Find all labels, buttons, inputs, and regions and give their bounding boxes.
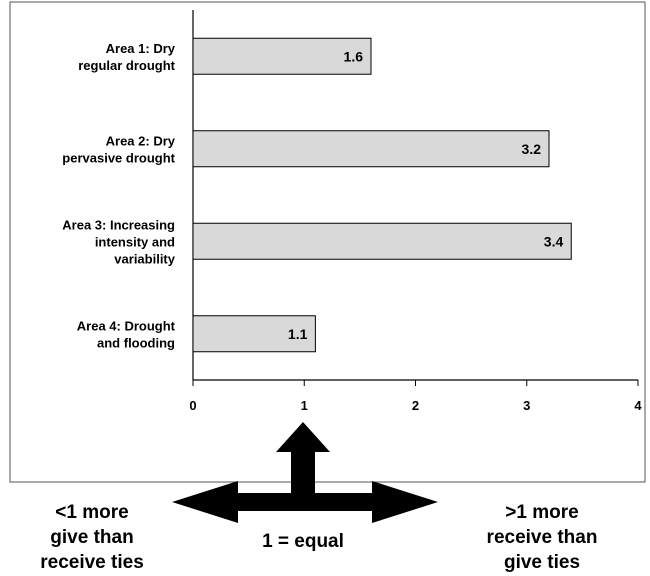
direction-arrows bbox=[172, 422, 438, 523]
x-tick-labels: 0 1 2 3 4 bbox=[189, 380, 642, 413]
arrow-annotations: <1 more give than receive ties >1 more recei… bbox=[40, 502, 597, 573]
data-label: 1.1 bbox=[288, 326, 308, 342]
category-label: Area 1: Dry regular drought bbox=[78, 41, 176, 73]
chart-frame bbox=[9, 1, 646, 483]
data-label: 1.6 bbox=[344, 48, 364, 64]
category-label: Area 3: Increasing intensity and variabili… bbox=[62, 217, 175, 266]
bar bbox=[192, 315, 316, 353]
category-label: Area 2: Dry pervasive drought bbox=[62, 133, 175, 165]
data-label: 3.2 bbox=[522, 141, 542, 157]
x-tick-label: 3 bbox=[523, 398, 530, 413]
x-tick-label: 4 bbox=[634, 398, 642, 413]
bars: 1.6 3.2 3.4 1.1 bbox=[192, 37, 572, 353]
x-tick-label: 0 bbox=[189, 398, 196, 413]
bar bbox=[192, 130, 550, 168]
bar bbox=[192, 37, 372, 75]
x-tick-label: 1 bbox=[301, 398, 308, 413]
category-label: Area 4: Drought and flooding bbox=[77, 318, 176, 350]
right-annotation: >1 more receive than give ties bbox=[487, 502, 598, 573]
up-arrow-icon bbox=[276, 422, 330, 505]
center-annotation: 1 = equal bbox=[262, 531, 344, 552]
data-label: 3.4 bbox=[544, 233, 564, 249]
horizontal-double-arrow-icon bbox=[172, 481, 438, 523]
bar bbox=[192, 222, 572, 260]
x-tick-label: 2 bbox=[412, 398, 419, 413]
category-labels: Area 1: Dry regular drought Area 2: Dry per… bbox=[62, 41, 175, 351]
left-annotation: <1 more give than receive ties bbox=[40, 502, 144, 573]
